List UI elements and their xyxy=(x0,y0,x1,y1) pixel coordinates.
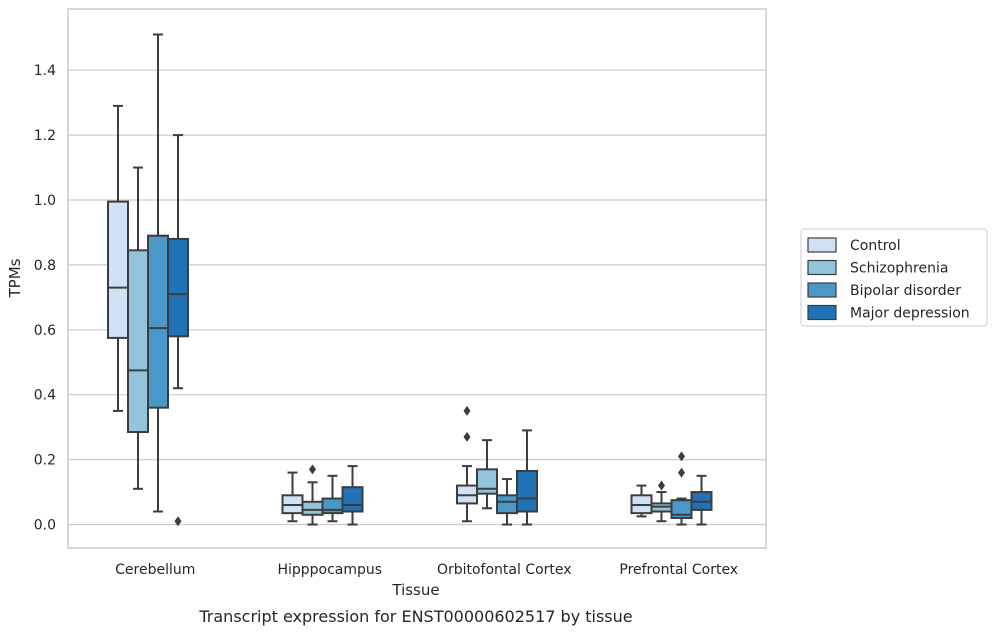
box-iqr xyxy=(147,234,169,409)
outlier-point xyxy=(174,516,182,527)
y-tick-label: 1.2 xyxy=(34,128,56,144)
x-tick-label: Cerebellum xyxy=(115,562,195,578)
outlier-point xyxy=(463,431,471,442)
box-iqr xyxy=(476,468,498,495)
y-tick-label: 0.8 xyxy=(34,258,56,274)
box-group xyxy=(516,429,538,526)
box-group xyxy=(690,474,713,526)
y-tick-label: 0.6 xyxy=(34,323,56,339)
box-iqr xyxy=(167,237,189,338)
legend-label: Major depression xyxy=(850,306,970,322)
legend-swatch xyxy=(807,304,837,321)
y-axis-label: TPMs xyxy=(6,258,24,298)
legend-label: Control xyxy=(850,238,901,254)
box-group xyxy=(281,471,304,523)
box-group xyxy=(107,104,129,412)
x-tick-label: Orbitofontal Cortex xyxy=(437,562,572,578)
plot-area xyxy=(107,33,713,527)
y-axis-ticks: 0.0 0.2 0.4 0.6 0.8 1.0 1.2 1.4 xyxy=(34,63,56,533)
box-group xyxy=(456,405,478,523)
outlier-point xyxy=(678,467,685,478)
chart-caption: Transcript expression for ENST0000060251… xyxy=(198,607,632,626)
box-group xyxy=(147,33,169,513)
outlier-point xyxy=(658,480,665,491)
legend-label: Schizophrenia xyxy=(850,261,948,277)
y-tick-label: 1.4 xyxy=(34,63,56,79)
box-group xyxy=(167,134,189,527)
legend-swatch xyxy=(807,282,837,298)
legend-label: Bipolar disorder xyxy=(850,283,961,299)
x-axis-ticks: Cerebellum Hipppocampus Orbitofontal Corte… xyxy=(115,562,738,578)
plot-frame xyxy=(67,8,767,549)
box-group xyxy=(630,484,653,518)
outlier-point xyxy=(678,451,685,462)
box-iqr xyxy=(127,249,149,434)
y-tick-label: 0.0 xyxy=(34,518,56,534)
box-iqr xyxy=(516,469,538,513)
y-tick-label: 0.4 xyxy=(34,388,56,404)
outlier-point xyxy=(309,464,316,475)
box-iqr xyxy=(321,497,344,515)
box-iqr xyxy=(341,486,364,513)
legend-swatch xyxy=(807,237,837,253)
box-group xyxy=(670,451,693,526)
box-iqr xyxy=(301,500,324,516)
box-group xyxy=(476,439,498,510)
x-tick-label: Hipppocampus xyxy=(277,562,382,578)
legend-swatch xyxy=(807,259,837,276)
legend-frame xyxy=(800,228,988,327)
y-tick-label: 0.2 xyxy=(34,453,56,469)
legend: Control Schizophrenia Bipolar disorder Majo… xyxy=(800,228,988,327)
x-axis-label: Tissue xyxy=(391,581,439,599)
box-iqr xyxy=(107,200,129,339)
outlier-point xyxy=(463,405,471,416)
box-group xyxy=(341,465,364,526)
y-tick-label: 1.0 xyxy=(34,193,56,209)
box-group xyxy=(127,166,149,490)
x-tick-label: Prefrontal Cortex xyxy=(619,562,738,578)
box-group xyxy=(496,478,518,526)
box-iqr xyxy=(496,494,518,515)
